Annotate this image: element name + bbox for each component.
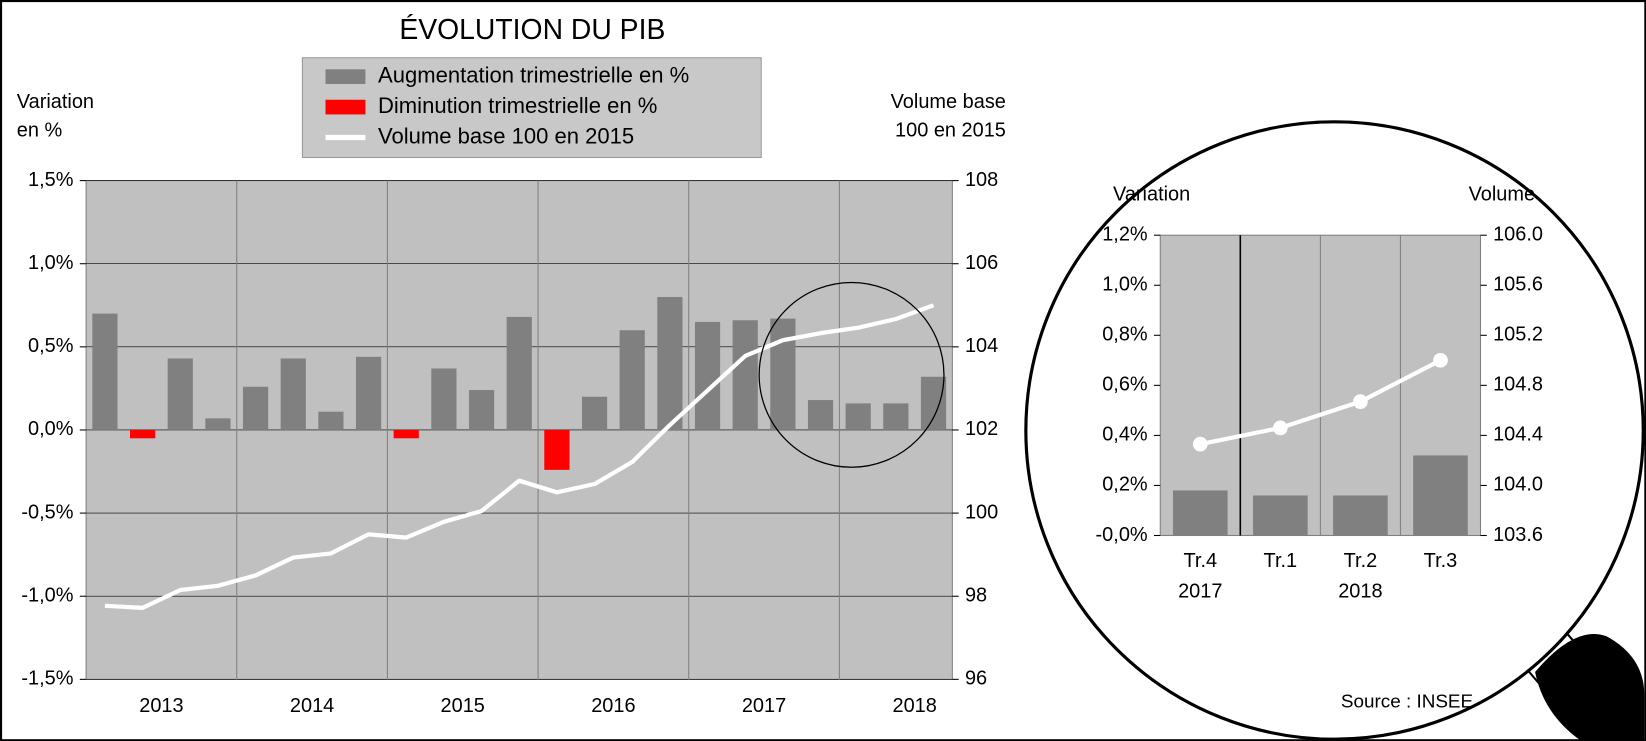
y-tick-label: 0,2% [1102,474,1148,496]
y-tick-label: -1,0% [21,584,73,606]
y2-tick-label: 108 [965,169,998,191]
year-label: 2015 [441,695,485,717]
bar [167,358,193,430]
y2-axis-label: Volume base [891,91,1006,113]
year-label: 2014 [290,695,334,717]
line [1199,358,1442,447]
legend-swatch [325,99,366,115]
y2-tick-label: 104.4 [1493,424,1543,446]
source: Source : INSEE [1341,691,1473,712]
year-label: 2016 [591,695,635,717]
bar [393,429,419,439]
y2-tick-label: 105.6 [1493,274,1543,296]
year-label: 2017 [1178,580,1222,602]
bar [770,318,796,430]
y-tick-label: 0,8% [1102,324,1148,346]
y2-tick-label: 100 [965,501,998,523]
y-tick-label: 0,4% [1102,424,1148,446]
year-label: 2013 [139,695,183,717]
y-tick-label: -0,0% [1096,524,1148,546]
y-tick-label: -1,5% [21,668,73,690]
chart-title: ÉVOLUTION DU PIB [399,14,665,46]
magnifier-grip [1535,634,1645,741]
x-tick-label: Tr.1 [1264,550,1298,572]
line-marker [1433,352,1448,368]
x-tick-label: Tr.3 [1424,550,1458,572]
bar [883,403,909,430]
bar [280,358,306,430]
legend-box [301,57,762,159]
y-tick-label: -0,5% [21,501,73,523]
legend-label: Volume base 100 en 2015 [378,123,634,148]
y2-axis-label: Volume [1469,184,1536,206]
y-tick-label: 1,0% [1102,274,1148,296]
bar [581,396,608,430]
bar [355,356,382,430]
y2-tick-label: 104 [965,335,998,357]
y-axis-label: Variation [1113,184,1190,206]
bar [544,429,570,470]
y-tick-label: 0,6% [1102,374,1148,396]
y-tick-label: 1,5% [28,169,74,191]
y2-axis-label: 100 en 2015 [895,120,1006,142]
zoom-circle [758,281,945,468]
line-marker [1192,436,1208,452]
x-tick-label: Tr.4 [1183,550,1217,572]
line-marker [1272,420,1288,436]
y2-tick-label: 102 [965,418,998,440]
y2-tick-label: 98 [965,584,987,606]
bar [657,296,683,430]
bar [1253,495,1308,536]
y-axis-label: en % [17,120,63,142]
bar [619,330,645,430]
bar [920,376,947,430]
bar [129,429,156,439]
bar [694,321,721,430]
bar [506,316,532,430]
y2-tick-label: 103.6 [1493,524,1543,546]
bar [845,403,871,430]
line-marker [1353,394,1368,409]
year-label: 2018 [893,695,937,717]
bar [1333,495,1388,536]
y-tick-label: 1,0% [28,252,74,274]
y-tick-label: 0,5% [28,335,74,357]
y2-tick-label: 106 [965,252,998,274]
bar [318,411,344,430]
legend-label: Diminution trimestrielle en % [378,93,657,118]
year-label: 2018 [1338,580,1382,602]
y-tick-label: 1,2% [1102,223,1148,245]
y-axis-label: Variation [17,91,94,113]
x-tick-label: Tr.2 [1344,550,1378,572]
bar [468,390,495,430]
line [104,303,935,610]
legend-swatch [325,69,366,84]
y2-tick-label: 105.2 [1493,324,1543,346]
y2-tick-label: 96 [965,668,987,690]
bar [205,418,231,430]
y2-tick-label: 104.0 [1493,474,1543,496]
legend-label: Augmentation trimestrielle en % [378,62,689,87]
bar [807,400,834,430]
bar [92,313,118,430]
bar [732,320,758,430]
bar [1413,455,1468,536]
year-label: 2017 [742,695,786,717]
y-tick-label: 0,0% [28,418,74,440]
bar [431,368,457,430]
bar [242,386,269,430]
bar [1172,490,1228,536]
y2-tick-label: 104.8 [1493,374,1543,396]
y2-tick-label: 106.0 [1493,223,1543,245]
